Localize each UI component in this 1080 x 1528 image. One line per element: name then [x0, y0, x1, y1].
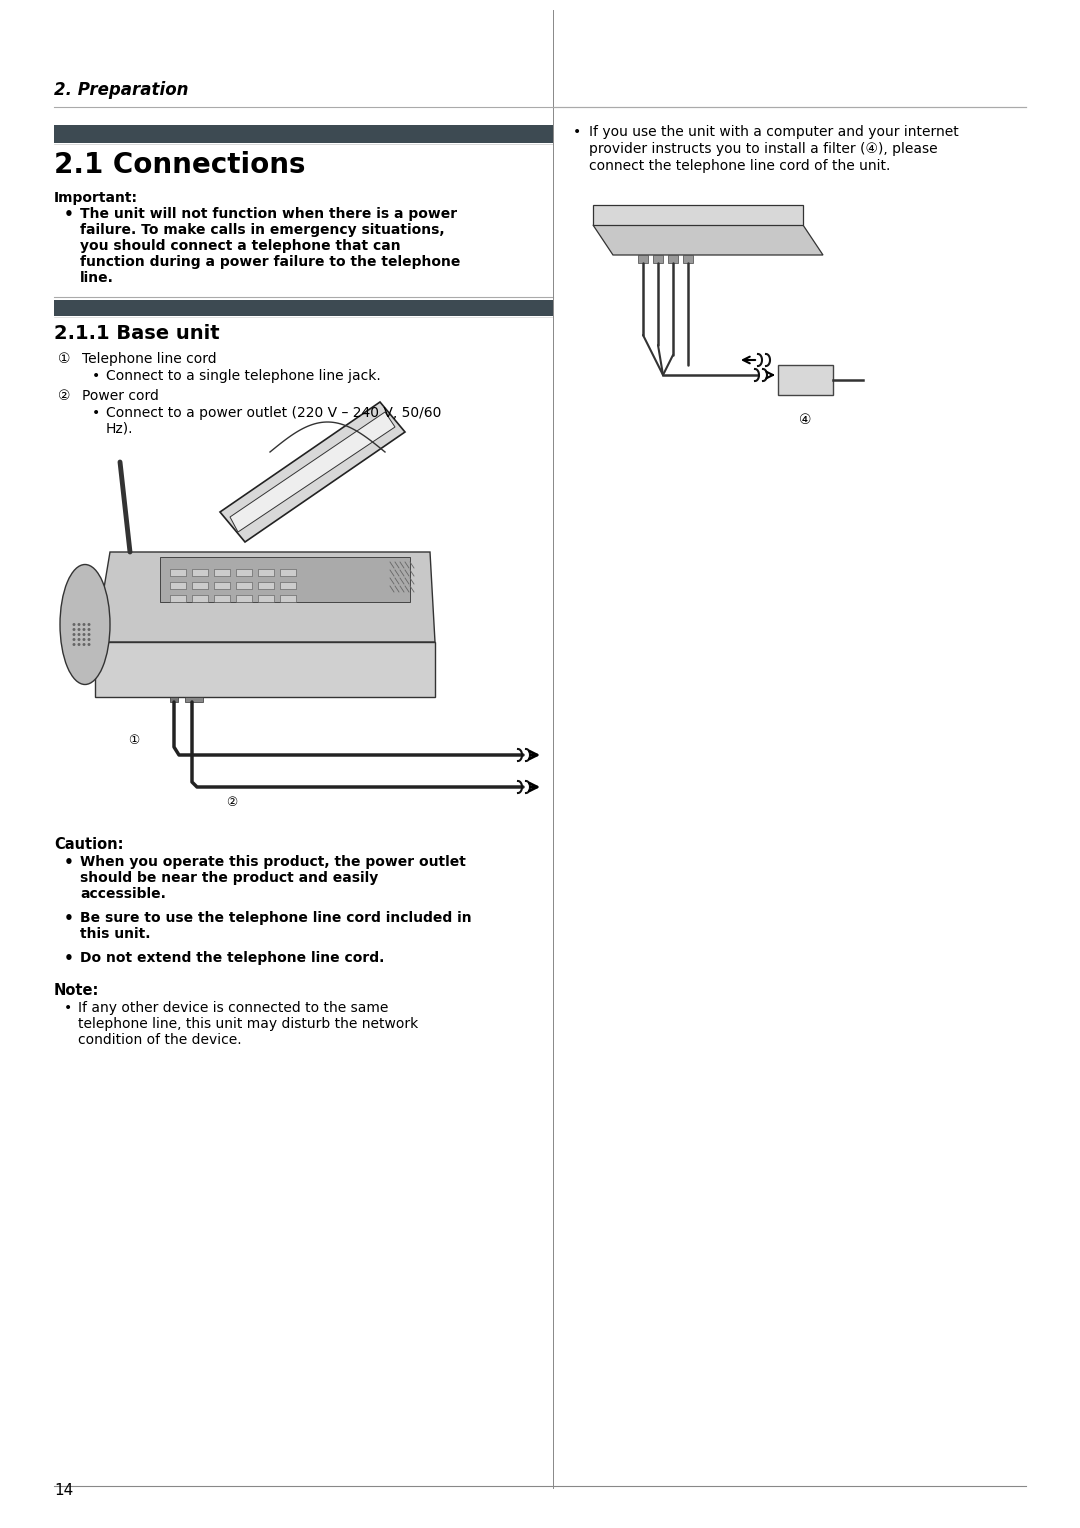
Text: •: • [92, 368, 100, 384]
Circle shape [87, 628, 91, 631]
Bar [214, 594, 230, 602]
Bar [170, 697, 178, 701]
Text: •: • [64, 856, 73, 869]
Bar [653, 255, 663, 263]
Text: line.: line. [80, 270, 113, 286]
Text: •: • [92, 406, 100, 420]
Text: Connect to a single telephone line jack.: Connect to a single telephone line jack. [106, 368, 381, 384]
Circle shape [78, 628, 81, 631]
Text: condition of the device.: condition of the device. [78, 1033, 242, 1047]
Bar [669, 255, 678, 263]
Bar [258, 594, 274, 602]
Text: Telephone line cord: Telephone line cord [82, 351, 217, 367]
Circle shape [87, 643, 91, 646]
Text: •: • [64, 911, 73, 926]
Text: this unit.: this unit. [80, 927, 150, 941]
Text: accessible.: accessible. [80, 886, 166, 902]
Text: The unit will not function when there is a power: The unit will not function when there is… [80, 206, 457, 222]
Circle shape [72, 643, 76, 646]
Text: you should connect a telephone that can: you should connect a telephone that can [80, 238, 401, 254]
Text: •: • [573, 125, 581, 139]
Text: ①: ① [129, 735, 139, 747]
Text: If any other device is connected to the same: If any other device is connected to the … [78, 1001, 389, 1015]
Text: Note:: Note: [54, 983, 99, 998]
Bar [160, 558, 410, 602]
Bar [192, 594, 208, 602]
Circle shape [78, 623, 81, 626]
Bar [170, 582, 186, 588]
Text: When you operate this product, the power outlet: When you operate this product, the power… [80, 856, 465, 869]
Text: Do not extend the telephone line cord.: Do not extend the telephone line cord. [80, 950, 384, 966]
Circle shape [82, 628, 85, 631]
Bar [54, 299, 553, 316]
Bar [258, 582, 274, 588]
Text: connect the telephone line cord of the unit.: connect the telephone line cord of the u… [589, 159, 890, 173]
Text: 2.1 Connections: 2.1 Connections [54, 151, 306, 179]
Bar [214, 582, 230, 588]
Text: Be sure to use the telephone line cord included in: Be sure to use the telephone line cord i… [80, 911, 472, 924]
Text: Power cord: Power cord [82, 390, 159, 403]
Circle shape [82, 633, 85, 636]
Bar [778, 365, 833, 396]
Polygon shape [230, 413, 395, 532]
Bar [170, 594, 186, 602]
Circle shape [87, 639, 91, 642]
Polygon shape [95, 552, 435, 642]
Bar [237, 568, 252, 576]
Text: •: • [64, 1001, 72, 1015]
Text: Caution:: Caution: [54, 837, 123, 853]
Bar [54, 125, 553, 144]
Text: telephone line, this unit may disturb the network: telephone line, this unit may disturb th… [78, 1018, 418, 1031]
Bar [280, 594, 296, 602]
Circle shape [82, 639, 85, 642]
Circle shape [87, 633, 91, 636]
Text: 2.1.1 Base unit: 2.1.1 Base unit [54, 324, 219, 342]
Polygon shape [220, 402, 405, 542]
Bar [237, 582, 252, 588]
Circle shape [78, 643, 81, 646]
Circle shape [82, 643, 85, 646]
Text: failure. To make calls in emergency situations,: failure. To make calls in emergency situ… [80, 223, 445, 237]
Text: ②: ② [58, 390, 70, 403]
Bar [258, 568, 274, 576]
Bar [185, 697, 203, 701]
Circle shape [72, 623, 76, 626]
Text: ④: ④ [799, 413, 812, 426]
Circle shape [72, 628, 76, 631]
Bar [192, 582, 208, 588]
Text: ②: ② [227, 796, 238, 808]
Bar [214, 568, 230, 576]
Text: ①: ① [58, 351, 70, 367]
Circle shape [72, 633, 76, 636]
Circle shape [72, 639, 76, 642]
Bar [683, 255, 693, 263]
Text: •: • [64, 206, 73, 222]
Bar [280, 582, 296, 588]
Text: Connect to a power outlet (220 V – 240 V, 50/60: Connect to a power outlet (220 V – 240 V… [106, 406, 442, 420]
Bar [237, 594, 252, 602]
Text: should be near the product and easily: should be near the product and easily [80, 871, 378, 885]
Circle shape [82, 623, 85, 626]
Polygon shape [95, 642, 435, 697]
Bar [638, 255, 648, 263]
Text: provider instructs you to install a filter (④), please: provider instructs you to install a filt… [589, 142, 937, 156]
Text: 14: 14 [54, 1484, 73, 1497]
Polygon shape [593, 205, 804, 225]
Text: •: • [64, 950, 73, 966]
Text: Important:: Important: [54, 191, 138, 205]
Text: function during a power failure to the telephone: function during a power failure to the t… [80, 255, 460, 269]
Polygon shape [593, 225, 823, 255]
Circle shape [78, 633, 81, 636]
Circle shape [87, 623, 91, 626]
Ellipse shape [60, 564, 110, 685]
Text: 2. Preparation: 2. Preparation [54, 81, 189, 99]
Circle shape [78, 639, 81, 642]
Bar [170, 568, 186, 576]
Bar [280, 568, 296, 576]
Text: If you use the unit with a computer and your internet: If you use the unit with a computer and … [589, 125, 959, 139]
Bar [192, 568, 208, 576]
Text: Hz).: Hz). [106, 422, 134, 435]
